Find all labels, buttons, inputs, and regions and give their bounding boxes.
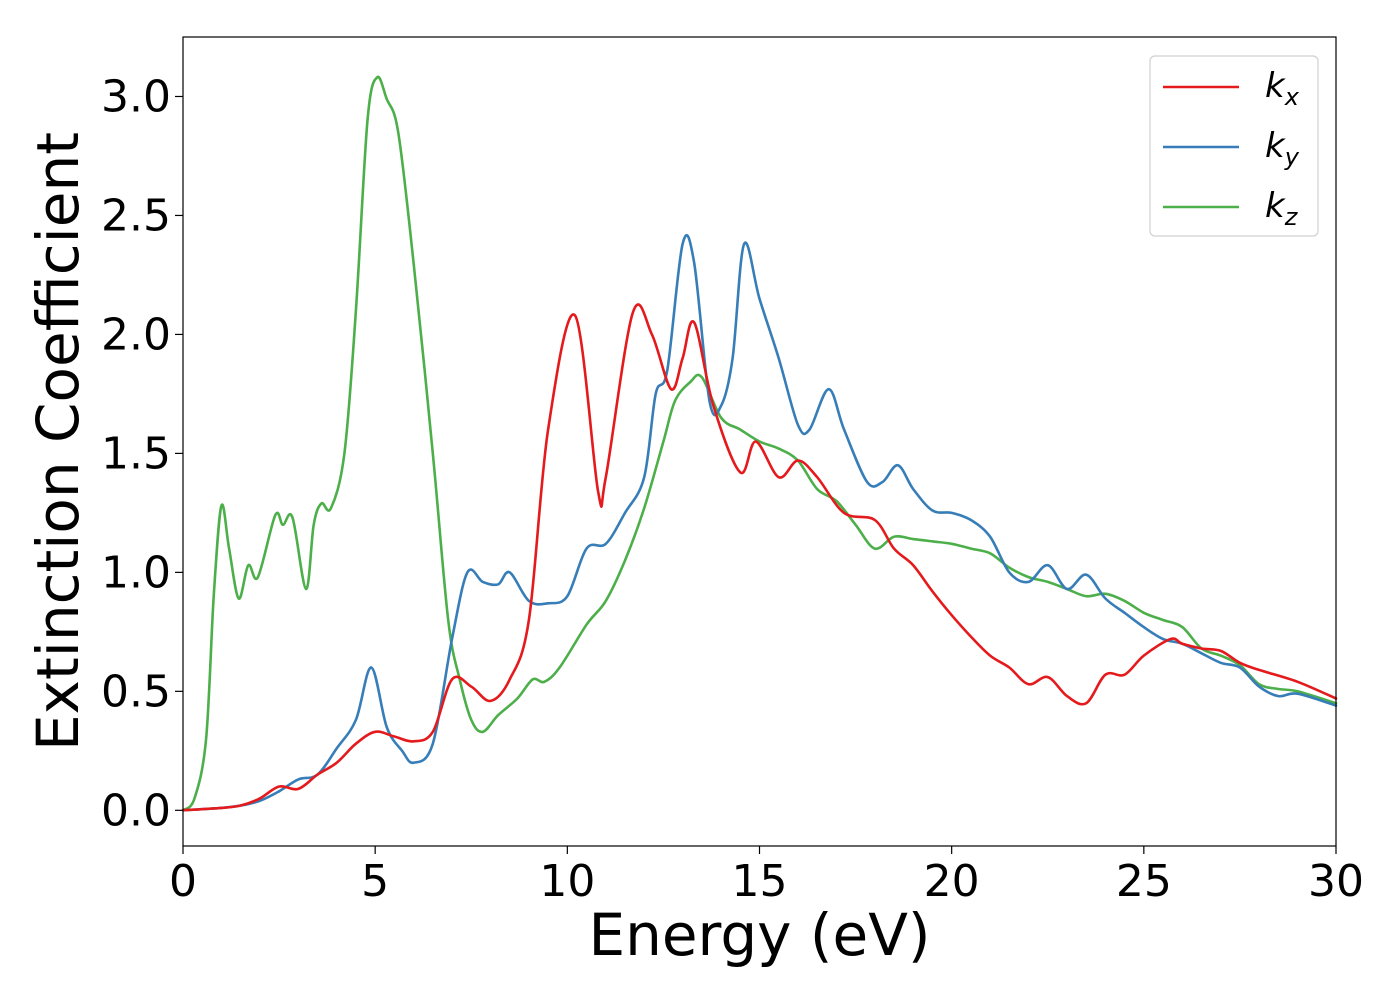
- y-tick-label: 0.5: [101, 666, 171, 717]
- y-tick-label: 1.5: [101, 428, 171, 479]
- x-tick-label: 20: [924, 856, 980, 907]
- x-axis-label: Energy (eV): [588, 901, 930, 969]
- legend-label-kx: kx: [1265, 66, 1300, 111]
- y-axis-ticks: 0.0 0.5 1.0 1.5 2.0 2.5 3.0: [101, 71, 183, 836]
- legend-label-ky: ky: [1265, 126, 1300, 171]
- x-axis-ticks: 0 5 10 15 20 25 30: [169, 846, 1364, 907]
- series-layer: [181, 75, 1338, 812]
- x-tick-label: 25: [1116, 856, 1172, 907]
- y-tick-label: 0.0: [101, 785, 171, 836]
- x-tick-label: 30: [1308, 856, 1364, 907]
- series-line-kx: [181, 303, 1338, 812]
- y-tick-label: 1.0: [101, 547, 171, 598]
- y-tick-label: 2.0: [101, 309, 171, 360]
- y-tick-label: 3.0: [101, 71, 171, 122]
- x-tick-label: 15: [732, 856, 788, 907]
- legend-label-kz: kz: [1265, 186, 1299, 231]
- series-line-ky: [181, 234, 1338, 812]
- legend: kx ky kz: [1149, 55, 1319, 237]
- x-tick-label: 5: [361, 856, 389, 907]
- y-tick-label: 2.5: [101, 190, 171, 241]
- x-tick-label: 10: [539, 856, 595, 907]
- series-line-kz: [181, 75, 1338, 812]
- x-tick-label: 0: [169, 856, 197, 907]
- y-axis-label: Extinction Coefficient: [24, 132, 92, 751]
